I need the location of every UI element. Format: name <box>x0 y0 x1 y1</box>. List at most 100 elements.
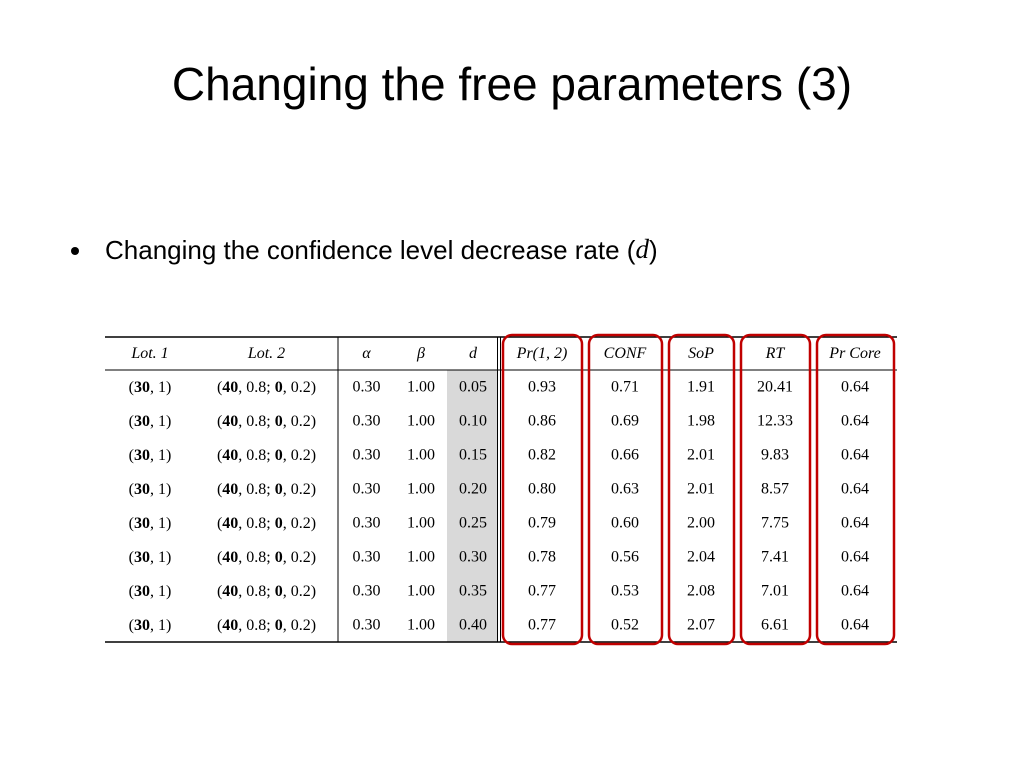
cell-segment: 40 <box>222 583 238 600</box>
slide-title: Changing the free parameters (3) <box>172 58 852 110</box>
highlight-box <box>587 333 664 646</box>
table-cell: 0.77 <box>528 583 556 600</box>
cell-segment: 0 <box>275 379 283 396</box>
cell-segment: ( <box>129 617 134 634</box>
cell-segment: , 0.2) <box>283 413 316 430</box>
column-header: RT <box>765 345 786 362</box>
table-cell: (30, 1) <box>129 379 172 396</box>
cell-segment: , 1) <box>150 583 171 600</box>
table-cell: (30, 1) <box>129 617 172 634</box>
table-cell: (30, 1) <box>129 447 172 464</box>
cell-segment: 0 <box>275 617 283 634</box>
table-cell: 0.10 <box>459 413 487 430</box>
table-cell: 0.77 <box>528 617 556 634</box>
cell-segment: 0 <box>275 447 283 464</box>
table-cell: (30, 1) <box>129 549 172 566</box>
cell-segment: 30 <box>134 583 150 600</box>
cell-segment: 40 <box>222 515 238 532</box>
cell-segment: ( <box>129 481 134 498</box>
cell-segment: , 1) <box>150 617 171 634</box>
table-cell: 0.53 <box>611 583 639 600</box>
column-header: Lot. 2 <box>247 345 285 362</box>
table-cell: 1.91 <box>687 379 715 396</box>
cell-segment: , 1) <box>150 413 171 430</box>
cell-segment: 30 <box>134 617 150 634</box>
cell-segment: 40 <box>222 413 238 430</box>
bullet-text: Changing the confidence level decrease r… <box>105 234 658 265</box>
cell-segment: , 0.2) <box>283 447 316 464</box>
cell-segment: , 0.8; <box>238 447 274 464</box>
bullet-segment: Changing the confidence level decrease r… <box>105 235 636 265</box>
cell-segment: , 0.2) <box>283 379 316 396</box>
table-cell: 0.20 <box>459 481 487 498</box>
table-cell: 0.60 <box>611 515 639 532</box>
table-cell: (40, 0.8; 0, 0.2) <box>217 583 316 600</box>
table-cell: (40, 0.8; 0, 0.2) <box>217 379 316 396</box>
table-cell: 0.69 <box>611 413 639 430</box>
table-cell: 0.66 <box>611 447 639 464</box>
table-cell: 0.78 <box>528 549 556 566</box>
table-cell: 0.30 <box>459 549 487 566</box>
table-cell: 1.00 <box>407 583 435 600</box>
column-header: Pr(1, 2) <box>516 345 568 362</box>
highlight-box <box>739 333 812 646</box>
cell-segment: ( <box>217 379 222 396</box>
table-cell: 2.01 <box>687 447 715 464</box>
highlight-box <box>501 333 584 646</box>
table-cell: 0.30 <box>353 515 381 532</box>
table-cell: 6.61 <box>761 617 789 634</box>
cell-segment: 40 <box>222 481 238 498</box>
cell-segment: ( <box>217 481 222 498</box>
cell-segment: , 0.2) <box>283 549 316 566</box>
table-cell: 0.05 <box>459 379 487 396</box>
table-cell: 2.01 <box>687 481 715 498</box>
cell-segment: , 0.2) <box>283 515 316 532</box>
column-header: SoP <box>688 345 714 362</box>
cell-segment: , 0.2) <box>283 617 316 634</box>
table-cell: 0.30 <box>353 379 381 396</box>
table-cell: 0.64 <box>841 481 869 498</box>
table-cell: 0.30 <box>353 549 381 566</box>
table-cell: 0.30 <box>353 481 381 498</box>
cell-segment: , 1) <box>150 379 171 396</box>
cell-segment: ( <box>217 413 222 430</box>
column-header: Lot. 1 <box>130 345 168 362</box>
cell-segment: , 0.8; <box>238 549 274 566</box>
table-cell: (40, 0.8; 0, 0.2) <box>217 515 316 532</box>
cell-segment: 0 <box>275 413 283 430</box>
cell-segment: 30 <box>134 481 150 498</box>
table-cell: 7.75 <box>761 515 789 532</box>
table-cell: 0.93 <box>528 379 556 396</box>
table-cell: (40, 0.8; 0, 0.2) <box>217 413 316 430</box>
cell-segment: , 0.8; <box>238 481 274 498</box>
table-cell: 0.25 <box>459 515 487 532</box>
table-cell: 2.08 <box>687 583 715 600</box>
table-cell: 9.83 <box>761 447 789 464</box>
table-cell: 0.52 <box>611 617 639 634</box>
cell-segment: 30 <box>134 549 150 566</box>
cell-segment: , 1) <box>150 481 171 498</box>
table-cell: (30, 1) <box>129 515 172 532</box>
table-cell: (30, 1) <box>129 481 172 498</box>
cell-segment: , 0.8; <box>238 583 274 600</box>
cell-segment: ( <box>217 515 222 532</box>
table-cell: (40, 0.8; 0, 0.2) <box>217 447 316 464</box>
bullet-dot <box>71 247 79 255</box>
cell-segment: ( <box>217 549 222 566</box>
table-cell: 0.64 <box>841 617 869 634</box>
table-cell: (30, 1) <box>129 413 172 430</box>
table-cell: 0.64 <box>841 515 869 532</box>
table-cell: 0.30 <box>353 447 381 464</box>
table-cell: 0.30 <box>353 617 381 634</box>
table-cell: (40, 0.8; 0, 0.2) <box>217 617 316 634</box>
table-cell: 0.64 <box>841 379 869 396</box>
cell-segment: ( <box>129 515 134 532</box>
table-cell: 1.00 <box>407 379 435 396</box>
cell-segment: ( <box>129 447 134 464</box>
table: Lot. 1 Lot. 2 α β d Pr(1, 2) CONF SoP RT Pr Core (… <box>105 333 897 646</box>
table-cell: 0.30 <box>353 413 381 430</box>
cell-segment: , 0.8; <box>238 617 274 634</box>
cell-segment: , 0.8; <box>238 515 274 532</box>
